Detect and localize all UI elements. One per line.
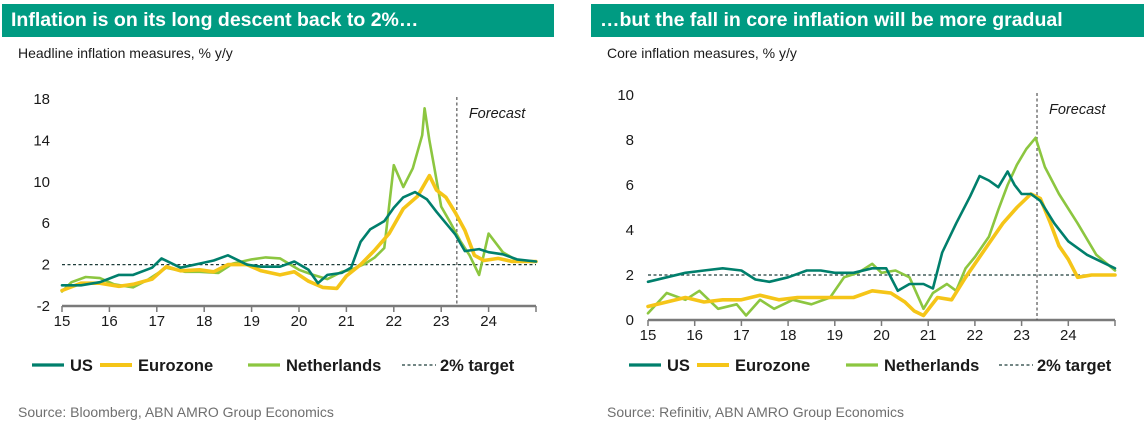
x-tick-label: 21 [920,327,937,344]
x-tick-label: 24 [480,313,497,330]
legend-label: 2% target [1037,357,1112,375]
x-tick-label: 24 [1060,327,1077,344]
chart-title: …but the fall in core inflation will be … [591,4,1144,37]
x-tick-label: 20 [873,327,890,344]
x-tick-label: 21 [338,313,355,330]
series-line-us [646,170,1117,293]
legend-label: Eurozone [735,357,810,375]
x-tick-label: 19 [826,327,843,344]
x-tick-label: 22 [967,327,984,344]
x-tick-label: 16 [686,327,703,344]
right-chart-panel: …but the fall in core inflation will be … [589,0,1146,431]
x-tick-label: 22 [385,313,402,330]
y-tick-label: 14 [33,132,50,149]
y-tick-label: 2 [626,267,634,284]
series-line-eurozone [60,173,538,293]
series-line-eurozone [646,192,1117,318]
series-line-us [60,190,538,287]
y-tick-label: 10 [617,87,634,104]
chart-source: Source: Refinitiv, ABN AMRO Group Econom… [607,404,904,420]
y-tick-label: 18 [33,91,50,108]
y-tick-label: 6 [42,215,50,232]
left-chart-panel: Inflation is on its long descent back to… [0,0,556,431]
chart-title: Inflation is on its long descent back to… [2,4,554,37]
x-tick-label: 20 [291,313,308,330]
y-tick-label: -2 [37,298,50,315]
y-tick-label: 10 [33,174,50,191]
legend-label: Netherlands [884,357,979,375]
y-tick-label: 6 [626,177,634,194]
x-tick-label: 17 [733,327,750,344]
x-tick-label: 23 [1013,327,1030,344]
legend-label: Netherlands [286,357,381,375]
x-tick-label: 15 [54,313,71,330]
x-tick-label: 16 [101,313,118,330]
series-line-netherlands [646,136,1117,317]
headline-inflation-chart: -2 2 6 10 14 18 15 16 17 18 19 20 21 22 23 24 Forecast US… [32,91,538,375]
x-tick-label: 15 [640,327,657,344]
chart-subtitle: Headline inflation measures, % y/y [18,45,233,61]
x-tick-label: 19 [243,313,260,330]
forecast-label: Forecast [469,106,526,122]
x-tick-label: 18 [780,327,797,344]
y-tick-label: 4 [626,222,634,239]
y-tick-label: 0 [626,312,634,329]
legend-label: Eurozone [138,357,213,375]
y-tick-label: 2 [42,257,50,274]
legend-label: 2% target [440,357,515,375]
chart-subtitle: Core inflation measures, % y/y [607,45,797,61]
x-tick-label: 17 [148,313,165,330]
forecast-label: Forecast [1049,102,1106,118]
chart-source: Source: Bloomberg, ABN AMRO Group Econom… [18,404,334,420]
legend-label: US [70,357,93,375]
x-tick-label: 18 [196,313,213,330]
x-tick-label: 23 [433,313,450,330]
legend-label: US [667,357,690,375]
y-tick-label: 8 [626,132,634,149]
